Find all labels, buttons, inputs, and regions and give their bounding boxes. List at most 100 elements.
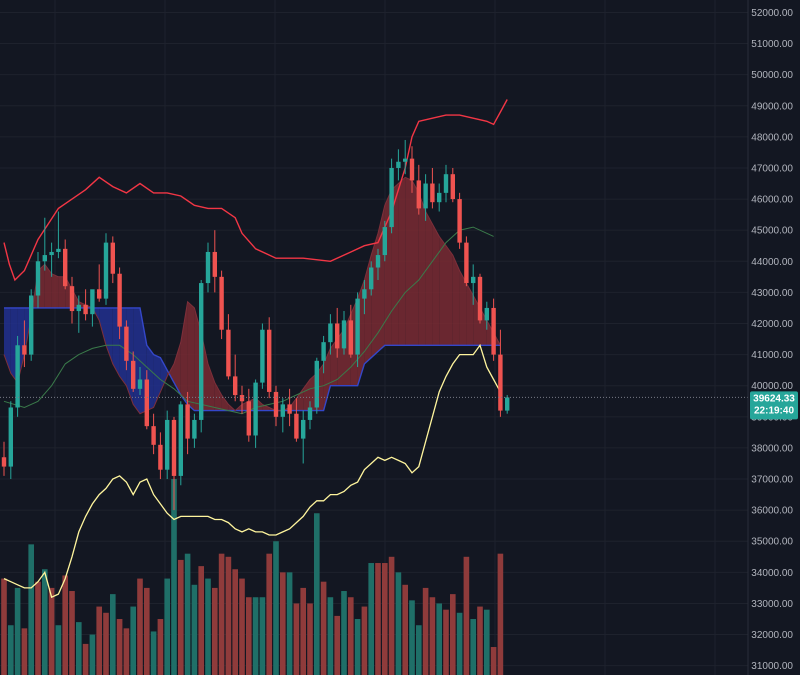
- cloud-segment: [323, 348, 331, 411]
- cloud-segment: [160, 357, 168, 392]
- price-tick-label: 49000.00: [751, 101, 793, 112]
- candle-body: [124, 326, 129, 361]
- candle-body: [396, 161, 401, 168]
- candle-body: [389, 167, 394, 228]
- candle-body: [171, 419, 177, 476]
- price-tick-label: 47000.00: [751, 163, 793, 174]
- volume-bar: [382, 563, 388, 675]
- candle-body: [76, 304, 81, 312]
- volume-bar: [456, 612, 463, 675]
- cloud-segment: [167, 363, 174, 383]
- candle-body: [273, 391, 279, 417]
- price-axis[interactable]: 31000.00 32000.00 33000.00 34000.00 35000.00…: [751, 8, 793, 672]
- price-tick-label: 48000.00: [751, 132, 793, 143]
- volume-bar: [205, 578, 211, 675]
- price-tick-label: 36000.00: [751, 506, 793, 517]
- volume-bar: [348, 597, 354, 675]
- candle-body: [450, 174, 455, 200]
- volume-bar: [320, 581, 327, 675]
- volume-bar: [259, 597, 266, 675]
- volume-bar: [286, 572, 293, 675]
- volume-bar: [123, 628, 130, 675]
- cloud-segment: [439, 236, 446, 346]
- volume-bar: [55, 625, 62, 675]
- volume-bar: [48, 587, 55, 675]
- volume-bar: [422, 587, 429, 675]
- candle-body: [226, 329, 231, 377]
- candle-body: [192, 419, 197, 439]
- price-tick-label: 38000.00: [751, 443, 793, 454]
- cloud-segment: [296, 388, 304, 411]
- oscillator-line: [3, 343, 501, 599]
- candle-body: [491, 307, 496, 355]
- candle-body: [22, 345, 27, 355]
- candle-body: [409, 158, 415, 181]
- price-tick-label: 41000.00: [751, 350, 793, 361]
- candle-body: [144, 379, 149, 427]
- cloud-segment: [180, 301, 188, 405]
- candle-body: [348, 320, 353, 355]
- candle-body: [423, 183, 428, 209]
- price-tick-label: 44000.00: [751, 257, 793, 268]
- volume-bar: [429, 597, 436, 675]
- volume-bar: [497, 553, 504, 675]
- candle-body: [321, 342, 326, 361]
- volume-bar: [388, 556, 395, 675]
- candle-body: [464, 242, 469, 284]
- volume-bar: [184, 553, 191, 675]
- volume-bar: [341, 591, 347, 675]
- volume-bar: [42, 569, 48, 675]
- volume-bar: [266, 553, 272, 675]
- volume-bar: [150, 631, 157, 675]
- candle-body: [35, 261, 41, 296]
- candle-body: [307, 407, 313, 420]
- candle-body: [117, 273, 122, 327]
- cloud-segment: [398, 177, 406, 346]
- last-price-label: 39624.33: [753, 393, 795, 404]
- candle-body: [457, 199, 462, 243]
- candle-body: [165, 419, 170, 470]
- price-tick-label: 35000.00: [751, 537, 793, 548]
- candle-body: [83, 304, 88, 315]
- volume-bar: [232, 569, 238, 675]
- candle-body: [498, 354, 503, 411]
- volume-bar: [470, 619, 476, 675]
- candle-body: [375, 255, 381, 268]
- volume-bar: [314, 513, 320, 675]
- volume-bar: [62, 575, 68, 675]
- candle-body: [8, 407, 13, 467]
- candle-body: [49, 251, 54, 256]
- cloud-segment: [466, 283, 474, 346]
- volume-bar: [280, 572, 286, 675]
- cloud-segment: [405, 177, 412, 346]
- candle-body: [484, 307, 489, 321]
- volume-bar: [96, 606, 102, 675]
- last-price-tag-background: [750, 391, 798, 420]
- cloud-segment: [412, 180, 419, 346]
- volume-bar: [293, 603, 300, 675]
- volume-bar: [89, 634, 96, 675]
- candle-body: [205, 251, 211, 284]
- candle-body: [260, 329, 265, 383]
- candle-body: [15, 345, 20, 408]
- volume-bar: [300, 587, 306, 675]
- candle-body: [403, 158, 408, 162]
- cloud-segment: [425, 211, 433, 346]
- candle-body: [199, 283, 204, 420]
- candle-body: [382, 227, 387, 256]
- price-tick-label: 46000.00: [751, 195, 793, 206]
- candle-body: [287, 404, 292, 414]
- candle-body: [131, 360, 136, 389]
- price-tick-label: 40000.00: [751, 381, 793, 392]
- price-tick-label: 45000.00: [751, 226, 793, 237]
- volume-bar: [116, 619, 123, 675]
- volume-bar: [368, 563, 374, 675]
- volume-bar: [103, 612, 109, 675]
- volume-bar: [76, 622, 82, 675]
- candle-body: [56, 248, 61, 252]
- volume-bar: [463, 556, 470, 675]
- candle-body: [471, 276, 476, 284]
- price-tick-label: 32000.00: [751, 630, 793, 641]
